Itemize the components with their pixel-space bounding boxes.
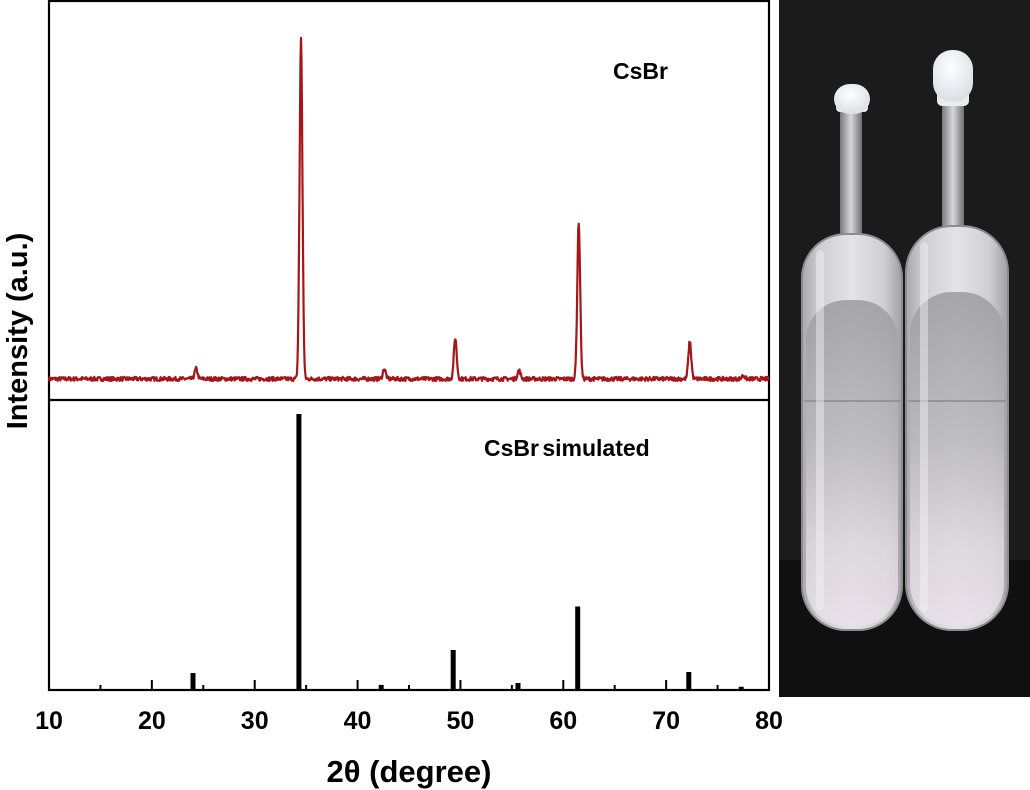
x-tick-label: 30	[241, 707, 269, 735]
x-tick-label: 60	[549, 707, 577, 735]
ampoule-photo	[779, 0, 1030, 697]
x-tick-label: 20	[138, 707, 166, 735]
x-tick-label: 50	[447, 707, 475, 735]
simulated-peak-bar	[738, 686, 744, 689]
simulated-peak-bar	[686, 672, 692, 690]
x-tick-label: 70	[652, 707, 680, 735]
simulated-series-label: CsBr simulated	[484, 435, 650, 461]
simulated-peak-bar	[190, 673, 196, 689]
simulated-peak-bar	[378, 684, 384, 689]
xrd-plot: 10 20 30 40 50 60 70 80 CsBr CsBr simulated 2θ …	[2, 0, 783, 789]
x-tick-label: 10	[35, 707, 63, 735]
ampoule-left	[801, 84, 903, 631]
simulated-peak-bar	[515, 683, 521, 689]
simulated-peak-bar	[450, 650, 456, 689]
simulated-peak-bar	[575, 606, 581, 689]
measured-xrd-line	[47, 36, 770, 383]
simulated-peak-bar	[296, 414, 302, 689]
x-tick-label: 80	[755, 707, 783, 735]
measured-pattern-panel	[47, 36, 770, 383]
x-axis-title: 2θ (degree)	[327, 754, 492, 789]
measured-series-label: CsBr	[613, 58, 668, 84]
x-tick-label: 40	[344, 707, 372, 735]
x-axis-ticks: 10 20 30 40 50 60 70 80	[35, 680, 783, 735]
ampoule-right	[905, 50, 1009, 631]
simulated-pattern-panel	[190, 414, 744, 690]
y-axis-title: Intensity (a.u.)	[2, 233, 34, 430]
plot-frame	[47, 0, 771, 692]
